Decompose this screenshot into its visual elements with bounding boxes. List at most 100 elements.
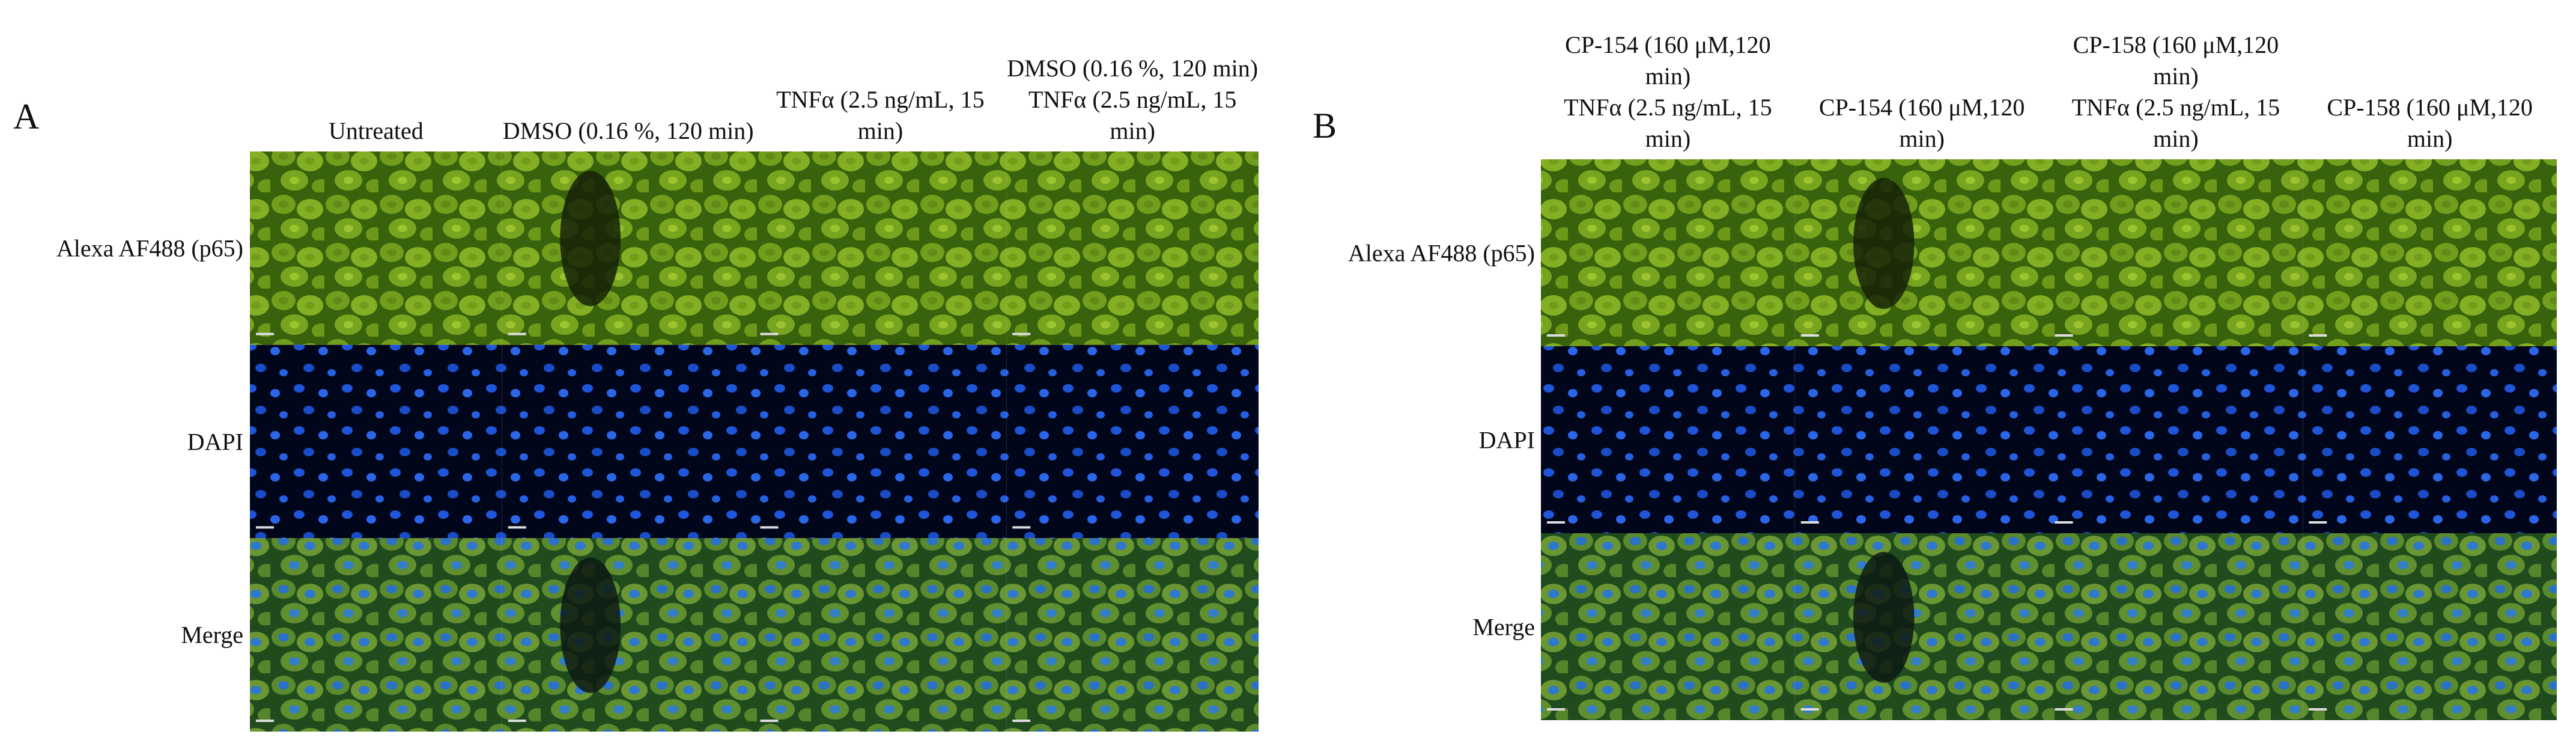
column-header: CP-158 (160 μM,120 min) TNFα (2.5 ng/mL, … [2049,29,2303,154]
tint [502,151,755,345]
micrograph [2303,533,2557,720]
header-line: TNFα (2.5 ng/mL, 15 min) [776,86,985,144]
tint [754,538,1007,732]
scale-bar [1800,334,1819,337]
image-tile [1006,151,1259,345]
micrograph [502,344,755,539]
scale-bar [256,526,274,529]
header-line: TNFα (2.5 ng/mL, 15 min) [1028,86,1237,144]
micrograph [2049,346,2303,533]
row-label: DAPI [1478,426,1535,453]
dark-gap [560,171,621,307]
tint [250,151,502,345]
tint [1006,151,1259,345]
header-line: Untreated [329,117,424,144]
scale-bar [508,526,526,529]
micrograph [1541,346,1795,533]
scale-bar [2309,334,2327,337]
scale-bar [1012,720,1031,722]
tint [1794,159,2049,346]
image-tile [502,538,755,732]
header-line: CP-158 (160 μM,120 min) [2327,94,2533,152]
column-header: CP-158 (160 μM,120 min) [2303,92,2557,154]
scale-bar [2309,521,2327,524]
header-line: TNFα (2.5 ng/mL, 15 min) [1564,94,1772,152]
row-label: Merge [181,621,243,649]
row-label: Alexa AF488 (p65) [1347,239,1535,266]
image-tile [1541,533,1795,720]
micrograph [1541,159,1795,346]
scale-bar [2055,521,2073,524]
micrograph [502,538,755,732]
image-tile [250,151,502,345]
micrograph [1541,533,1795,720]
micrograph [250,151,502,345]
scale-bar [256,332,274,335]
micrograph [1794,346,2049,533]
micrograph [250,344,502,539]
micrograph [2303,159,2557,346]
scale-bar [508,720,526,722]
scale-bar [2309,708,2327,711]
column-header: CP-154 (160 μM,120 min) [1795,92,2049,154]
tint [1541,159,1795,346]
image-tile [1794,346,2049,533]
panel-label: B [1313,106,1337,145]
image-tile [754,151,1007,345]
scale-bar [760,526,779,529]
scale-bar [1800,708,1819,711]
row-label: Alexa AF488 (p65) [56,234,243,262]
scale-bar [1012,332,1031,335]
tint [1006,538,1259,732]
header-line: TNFα (2.5 ng/mL, 15 min) [2071,94,2280,152]
tint [1541,533,1795,720]
micrograph [250,538,502,732]
micrograph [754,538,1007,732]
column-header: Untreated [250,115,502,147]
micrograph [2049,533,2303,720]
image-tile [2303,346,2557,533]
dark-gap [1853,552,1915,683]
image-tile [1794,159,2049,346]
micrograph [1006,538,1259,732]
tint [2049,533,2303,720]
micrograph [502,151,755,345]
micrograph [1006,151,1259,345]
image-tile [502,344,755,539]
micrograph [1006,344,1259,539]
image-tile [2303,159,2557,346]
dark-gap [560,557,621,693]
image-tile [250,344,502,539]
scale-bar [760,332,779,335]
scale-bar [1547,708,1565,711]
header-line: CP-154 (160 μM,120 min) [1565,31,1771,90]
tint [754,151,1007,345]
column-header: CP-154 (160 μM,120 min) TNFα (2.5 ng/mL, … [1541,29,1795,154]
image-tile [2049,346,2303,533]
tint [250,538,502,732]
row-label: DAPI [187,428,243,455]
header-line: CP-154 (160 μM,120 min) [1818,94,2025,152]
micrograph [2049,159,2303,346]
micrograph [754,344,1007,539]
header-line: DMSO (0.16 %, 120 min) [502,117,754,144]
tint [2303,159,2557,346]
header-line: CP-158 (160 μM,120 min) [2073,31,2279,90]
image-tile [250,538,502,732]
dark-gap [1853,178,1915,309]
panel-label: A [13,97,40,136]
micrograph [2303,346,2557,533]
scale-bar [1012,526,1031,529]
image-tile [754,538,1007,732]
scale-bar [760,720,779,722]
scale-bar [1547,334,1565,337]
scale-bar [2055,708,2073,711]
tint [2303,533,2557,720]
tint [502,538,755,732]
micrograph [1794,533,2049,720]
micrograph [1794,159,2049,346]
image-tile [2049,159,2303,346]
scale-bar [508,332,526,335]
